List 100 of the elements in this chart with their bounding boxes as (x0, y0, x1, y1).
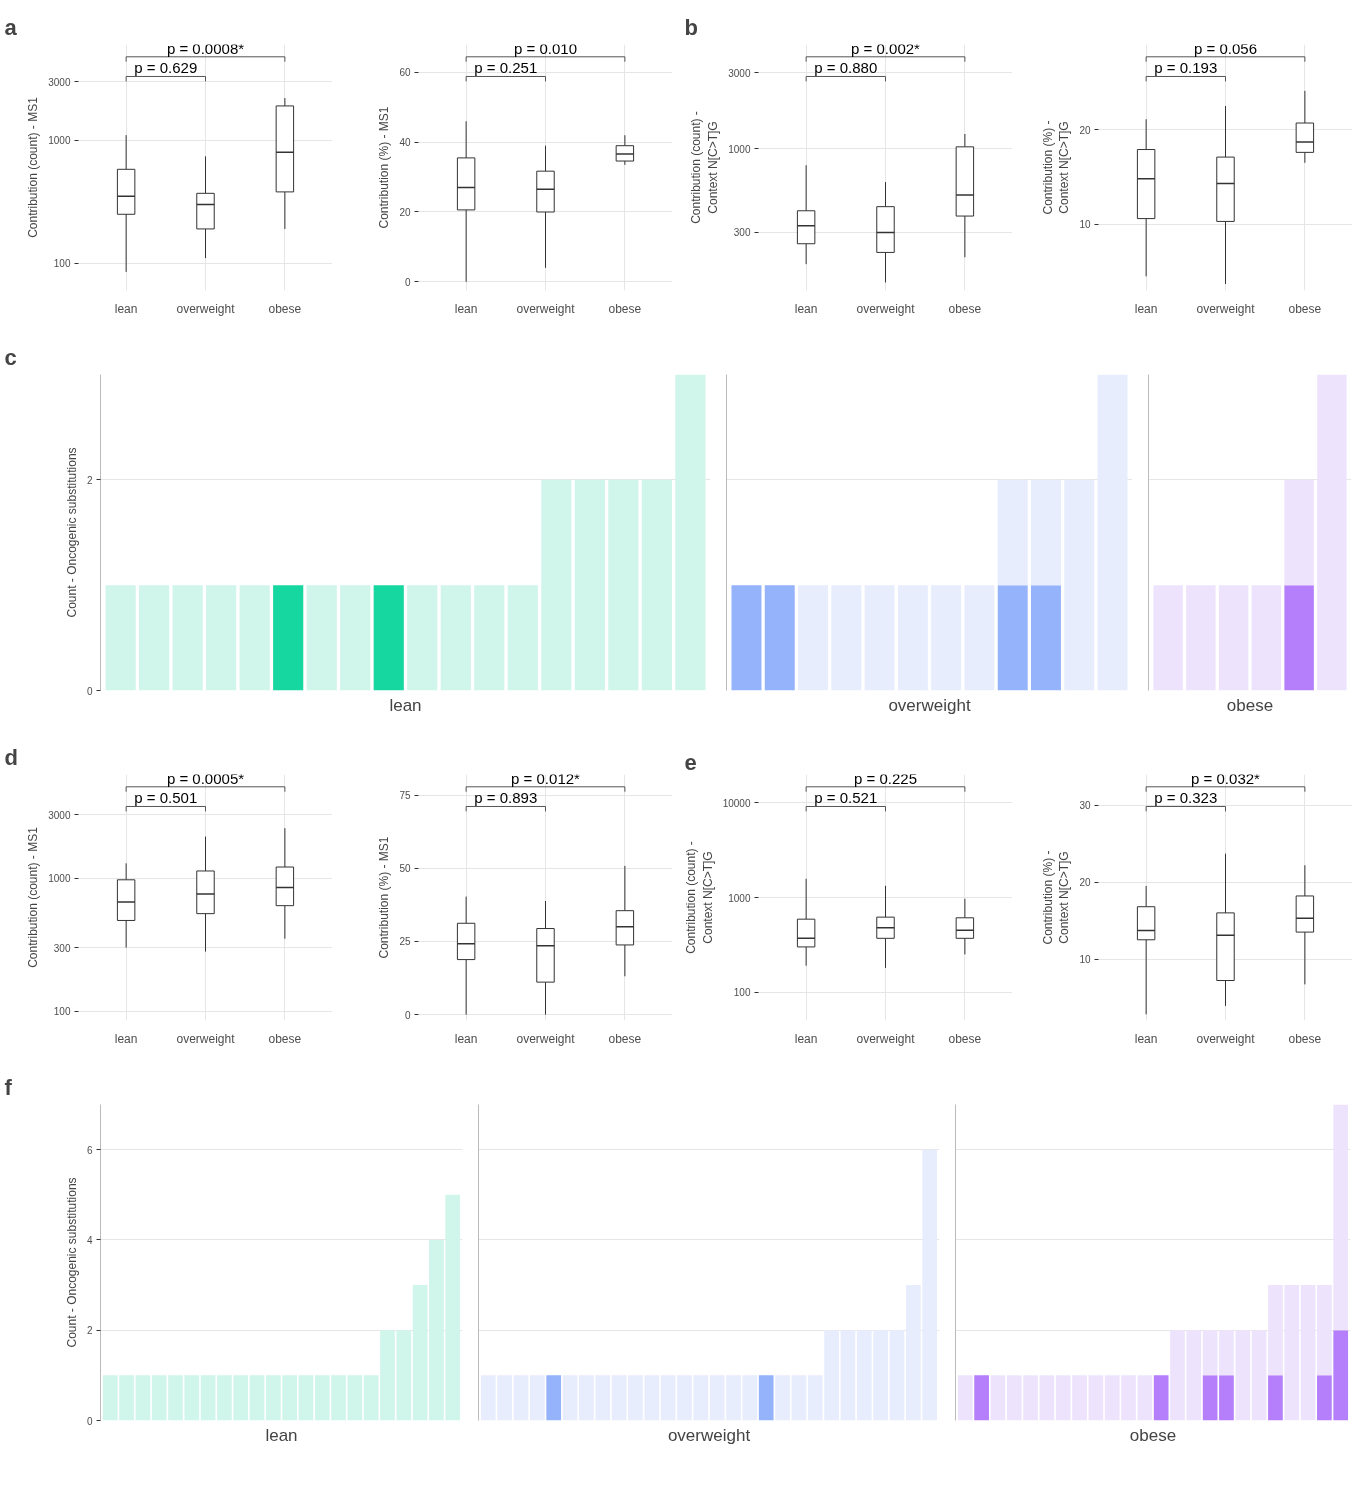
y-axis-title: Contribution (%) - Context N[C>T]G (1040, 120, 1072, 215)
bar (340, 585, 371, 691)
y-tick-label: 0 (404, 1009, 411, 1021)
chart-title: e (684, 749, 697, 775)
bar (541, 479, 572, 691)
x-tick-label: lean (794, 301, 818, 316)
x-axis-title: lean (389, 695, 422, 715)
annotation: p = 0.880 (814, 59, 878, 77)
y-axis-title: Contribution (count) - Context N[C>T]G (683, 841, 715, 954)
y-tick-label: 100 (733, 987, 751, 999)
bar (1202, 1330, 1218, 1376)
y-tick-label: 1000 (48, 135, 71, 147)
x-tick-label: overweight (1196, 1031, 1256, 1046)
x-tick-label: lean (114, 1031, 138, 1046)
y-tick-label: 2 (86, 474, 93, 486)
bar (957, 1375, 973, 1421)
y-tick-label: 0 (404, 276, 411, 288)
bar (1039, 1375, 1055, 1421)
y-tick-label: 300 (733, 227, 751, 239)
bar (105, 585, 136, 691)
bar (529, 1375, 545, 1421)
x-axis-title: lean (265, 1425, 298, 1445)
y-tick-label: 50 (399, 863, 411, 875)
bar (412, 1285, 428, 1421)
y-tick-label: 3000 (48, 809, 71, 821)
x-tick-label: lean (454, 1031, 478, 1046)
bar (407, 585, 438, 691)
y-axis-title: Count - Oncogenic substitutions (64, 447, 79, 618)
annotation: p = 0.251 (474, 59, 538, 77)
chart-title: f (4, 1074, 13, 1100)
bar (1088, 1375, 1104, 1421)
y-tick-label: 1000 (728, 143, 751, 155)
annotation: p = 0.893 (474, 789, 538, 807)
y-tick-label: 30 (1079, 800, 1091, 812)
y-tick-label: 100 (53, 1006, 71, 1018)
x-axis-title: obese (1129, 1425, 1177, 1445)
annotation: p = 0.629 (134, 59, 198, 77)
bar (139, 585, 170, 691)
x-tick-label: obese (1288, 301, 1322, 316)
bar (608, 479, 639, 691)
bar (1153, 1375, 1169, 1421)
y-tick-label: 100 (53, 258, 71, 270)
y-tick-label: 3000 (48, 76, 71, 88)
x-axis-title: overweight (667, 1425, 751, 1445)
y-tick-label: 75 (399, 790, 411, 801)
chart-title: c (4, 344, 17, 370)
bar (758, 1375, 774, 1421)
bar (1268, 1375, 1283, 1421)
bar (1202, 1375, 1218, 1421)
y-tick-label: 40 (399, 137, 411, 149)
y-tick-label: 25 (399, 936, 411, 948)
x-tick-label: overweight (1196, 301, 1256, 316)
bar (1219, 1375, 1234, 1421)
bar (574, 479, 605, 691)
x-tick-label: lean (454, 301, 478, 316)
bar (239, 585, 270, 691)
y-tick-label: 3000 (728, 67, 751, 79)
x-tick-label: overweight (856, 301, 916, 316)
bar (172, 585, 203, 691)
bar (562, 1375, 578, 1421)
y-tick-label: 4 (86, 1234, 93, 1246)
bar (675, 374, 706, 691)
x-tick-label: obese (268, 1031, 302, 1046)
bar (889, 1330, 905, 1421)
bar (306, 585, 337, 691)
y-tick-label: 0 (86, 685, 93, 697)
y-axis-title: Contribution (%) - Context N[C>T]G (1040, 850, 1072, 945)
x-tick-label: lean (794, 1031, 818, 1046)
x-tick-label: obese (268, 301, 302, 316)
x-axis-title: overweight (888, 695, 971, 715)
y-tick-label: 1000 (48, 873, 71, 885)
y-axis-title: Contribution (%) - MS1 (377, 106, 392, 229)
bar (200, 1375, 216, 1421)
y-tick-label: 20 (1079, 877, 1091, 889)
chart-title: b (684, 14, 698, 40)
x-tick-label: lean (1134, 301, 1158, 316)
bar (273, 585, 304, 691)
x-tick-label: overweight (856, 1031, 916, 1046)
chart-title: a (4, 14, 18, 40)
bar (641, 479, 672, 691)
annotation: p = 0.193 (1154, 59, 1218, 77)
y-tick-label: 1000 (728, 892, 751, 904)
bar (775, 1375, 790, 1421)
y-tick-label: 20 (1079, 124, 1091, 136)
x-tick-label: obese (948, 301, 982, 316)
y-tick-label: 300 (53, 942, 71, 954)
y-axis-title: Contribution (count) - MS1 (26, 826, 41, 968)
annotation: p = 0.521 (814, 789, 878, 807)
x-tick-label: overweight (176, 1031, 236, 1046)
y-tick-label: 10 (1079, 954, 1091, 965)
bar (1251, 1330, 1267, 1421)
y-tick-label: 2 (86, 1325, 93, 1337)
x-tick-label: obese (948, 1031, 982, 1046)
bar (1300, 1285, 1316, 1421)
bar (840, 1330, 856, 1421)
x-axis-title: obese (1226, 695, 1274, 715)
bar (206, 585, 237, 691)
y-tick-label: 6 (86, 1144, 93, 1156)
y-tick-label: 60 (399, 67, 411, 79)
annotation: p = 0.501 (134, 789, 198, 807)
